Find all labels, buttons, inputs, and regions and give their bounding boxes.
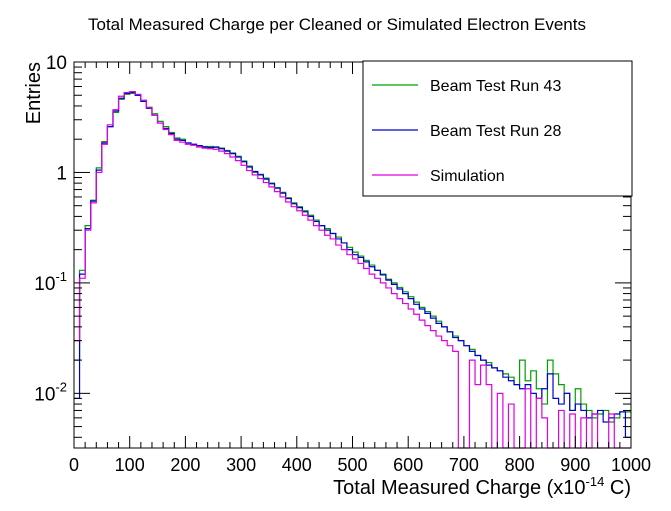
x-tick-label: 1000 [611,455,651,475]
x-tick-label: 300 [226,455,256,475]
x-tick-label: 500 [337,455,367,475]
legend: Beam Test Run 43 Beam Test Run 28 Simula… [362,60,633,197]
y-tick-label: 10-2 [34,379,67,405]
y-tick-label: 10-1 [34,269,67,295]
x-axis-label-main: Total Measured Charge (x10 [333,477,585,499]
x-tick-label: 400 [282,455,312,475]
legend-label-run43: Beam Test Run 43 [430,78,561,95]
x-tick-label: 800 [505,455,535,475]
x-tick-label: 0 [69,455,79,475]
x-axis-label-tail: C) [604,477,631,499]
x-tick-label: 700 [449,455,479,475]
x-tick-label: 200 [170,455,200,475]
chart-title: Total Measured Charge per Cleaned or Sim… [88,15,586,34]
legend-box [362,60,633,197]
tick-labels: 0 100 200 300 400 500 600 700 800 900 1000 10 1 10-1 1… [34,53,651,475]
series-simulation [74,90,631,449]
ticks-layer [73,61,632,448]
y-tick-label: 1 [56,163,67,184]
legend-label-simulation: Simulation [430,168,505,185]
x-axis-label: Total Measured Charge (x10-14 C) [333,474,631,499]
x-axis-label-exponent: -14 [586,474,605,489]
legend-label-run28: Beam Test Run 28 [430,123,561,140]
y-axis-label: Entries [23,62,45,124]
x-tick-label: 100 [115,455,145,475]
series-layer [74,90,631,449]
x-tick-label: 600 [393,455,423,475]
x-tick-label: 900 [560,455,590,475]
y-tick-label: 10 [46,53,67,74]
